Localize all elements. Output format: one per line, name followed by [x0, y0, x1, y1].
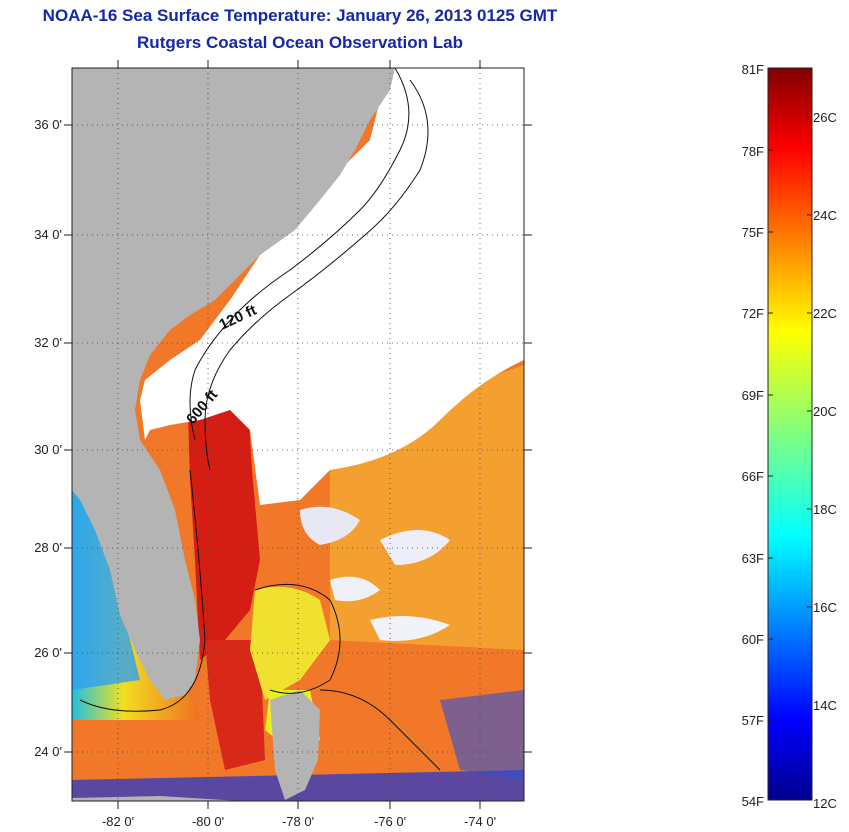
- colorbar: [767, 67, 813, 801]
- colorbar-c-label: 14C: [813, 698, 837, 713]
- colorbar-c-label: 18C: [813, 502, 837, 517]
- map-subtitle: Rutgers Coastal Ocean Observation Lab: [137, 33, 463, 52]
- land-southeast-us: [72, 68, 395, 700]
- cloud-patch: [330, 576, 380, 602]
- colorbar-c-label: 16C: [813, 600, 837, 615]
- colorbar-f-label: 63F: [741, 551, 764, 566]
- colorbar-f-label: 72F: [741, 306, 764, 321]
- lat-label: 36 0': [34, 117, 62, 132]
- colorbar-f-label: 54F: [741, 794, 764, 809]
- map-title: NOAA-16 Sea Surface Temperature: January…: [42, 6, 558, 25]
- bahama-bank-water: [250, 586, 330, 700]
- axis-ticks: [64, 60, 532, 809]
- graticule: [72, 68, 524, 801]
- lon-label: -82 0': [101, 814, 135, 829]
- colorbar-f-label: 66F: [741, 469, 764, 484]
- sst-map: 120 ft 600 ft: [72, 68, 524, 801]
- colorbar-f-label: 57F: [741, 713, 764, 728]
- cloud-cover: [140, 68, 524, 505]
- colorbar-c-label: 20C: [813, 404, 837, 419]
- florida-current: [205, 640, 265, 770]
- colorbar-c-label: 24C: [813, 208, 837, 223]
- colorbar-c-label: 26C: [813, 110, 837, 125]
- isobath-florida: [79, 469, 206, 712]
- lat-label: 26 0': [34, 645, 62, 660]
- cloud-patch: [300, 506, 360, 545]
- lat-label: 24 0': [34, 744, 62, 759]
- cloud-patch: [370, 616, 450, 641]
- cool-shelf-water: [72, 490, 140, 690]
- southeast-cool-patch: [440, 690, 524, 780]
- colorbar-f-label: 78F: [741, 144, 764, 159]
- land-island: [270, 690, 320, 800]
- lat-label: 28 0': [34, 540, 62, 555]
- lon-label: -78 0': [281, 814, 315, 829]
- land-south: [72, 796, 240, 801]
- lon-label: -74 0': [463, 814, 497, 829]
- colorbar-f-label: 81F: [741, 62, 764, 77]
- gulf-stream: [188, 405, 260, 660]
- cloud-patch: [380, 530, 450, 565]
- colorbar-c-label: 12C: [813, 796, 837, 811]
- isobath-600ft: [204, 79, 429, 471]
- colorbar-c-label: 22C: [813, 306, 837, 321]
- lat-label: 34 0': [34, 227, 62, 242]
- colorbar-f-label: 69F: [741, 388, 764, 403]
- lat-label: 30 0': [34, 442, 62, 457]
- isobath-bahamas: [254, 583, 341, 694]
- lon-label: -80 0': [191, 814, 225, 829]
- isobath-south: [319, 689, 441, 771]
- colorbar-ticks: [768, 116, 812, 721]
- isobath-120ft: [189, 68, 410, 441]
- lat-label: 32 0': [34, 335, 62, 350]
- colorbar-f-label: 60F: [741, 632, 764, 647]
- lon-label: -76 0': [373, 814, 407, 829]
- colorbar-f-label: 75F: [741, 225, 764, 240]
